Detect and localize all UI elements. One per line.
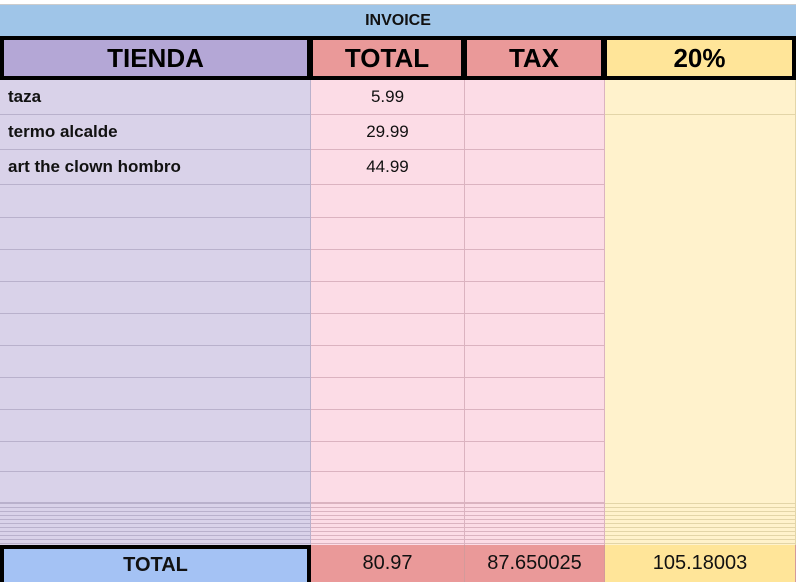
cell[interactable] <box>465 314 605 346</box>
total-label[interactable]: TOTAL <box>0 545 311 582</box>
cell-tienda[interactable]: termo alcalde <box>0 115 311 150</box>
cell[interactable] <box>605 80 796 115</box>
cell[interactable] <box>311 346 465 378</box>
top-row-strip <box>0 0 796 5</box>
cell[interactable] <box>311 410 465 442</box>
cell[interactable] <box>0 442 311 472</box>
header-percent[interactable]: 20% <box>603 36 796 80</box>
invoice-title[interactable]: INVOICE <box>0 5 796 36</box>
cell[interactable] <box>605 314 796 346</box>
cell[interactable] <box>605 282 796 314</box>
cell[interactable] <box>605 442 796 472</box>
cell[interactable] <box>465 80 605 115</box>
cell[interactable] <box>311 185 465 218</box>
cell[interactable] <box>605 378 796 410</box>
hidden-rows <box>311 503 465 545</box>
cell[interactable] <box>0 378 311 410</box>
cell-total[interactable]: 44.99 <box>311 150 465 185</box>
cell[interactable] <box>605 115 796 150</box>
total-percent[interactable]: 105.18003 <box>605 545 796 582</box>
cell[interactable] <box>0 218 311 250</box>
cell[interactable] <box>465 185 605 218</box>
cell[interactable] <box>0 282 311 314</box>
cell[interactable] <box>0 185 311 218</box>
cell[interactable] <box>311 282 465 314</box>
cell[interactable] <box>465 378 605 410</box>
header-total[interactable]: TOTAL <box>309 36 465 80</box>
cell[interactable] <box>0 410 311 442</box>
cell-total[interactable]: 29.99 <box>311 115 465 150</box>
cell[interactable] <box>465 472 605 503</box>
cell[interactable] <box>605 346 796 378</box>
cell[interactable] <box>605 250 796 282</box>
cell[interactable] <box>465 410 605 442</box>
cell[interactable] <box>465 282 605 314</box>
cell[interactable] <box>465 346 605 378</box>
cell[interactable] <box>311 218 465 250</box>
cell[interactable] <box>0 250 311 282</box>
cell[interactable] <box>311 314 465 346</box>
total-tax[interactable]: 87.650025 <box>465 545 605 582</box>
total-sum[interactable]: 80.97 <box>311 545 465 582</box>
cell[interactable] <box>605 218 796 250</box>
cell[interactable] <box>605 150 796 185</box>
header-tienda[interactable]: TIENDA <box>0 36 311 80</box>
hidden-rows <box>465 503 605 545</box>
cell[interactable] <box>605 410 796 442</box>
cell[interactable] <box>605 472 796 503</box>
cell-total[interactable]: 5.99 <box>311 80 465 115</box>
cell-tienda[interactable]: taza <box>0 80 311 115</box>
cell[interactable] <box>0 472 311 503</box>
cell[interactable] <box>465 150 605 185</box>
cell[interactable] <box>465 442 605 472</box>
cell[interactable] <box>465 218 605 250</box>
cell[interactable] <box>311 442 465 472</box>
cell[interactable] <box>0 314 311 346</box>
cell[interactable] <box>465 250 605 282</box>
header-tax[interactable]: TAX <box>463 36 605 80</box>
cell[interactable] <box>0 346 311 378</box>
hidden-rows <box>605 503 796 545</box>
cell[interactable] <box>311 472 465 503</box>
cell[interactable] <box>605 185 796 218</box>
cell-tienda[interactable]: art the clown hombro <box>0 150 311 185</box>
cell[interactable] <box>311 378 465 410</box>
cell[interactable] <box>465 115 605 150</box>
hidden-rows <box>0 503 311 545</box>
cell[interactable] <box>311 250 465 282</box>
